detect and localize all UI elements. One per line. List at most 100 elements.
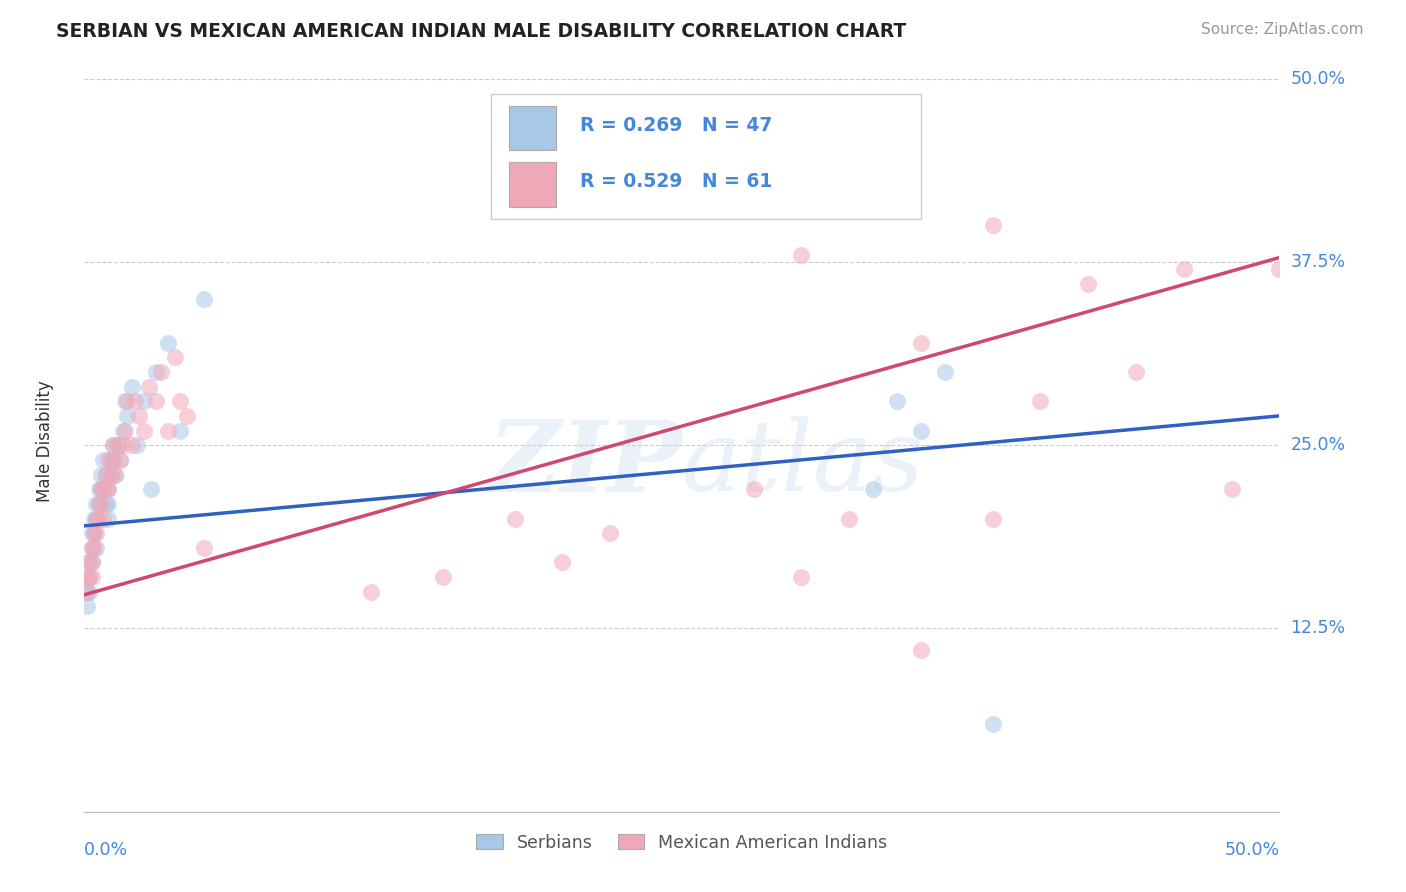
Legend: Serbians, Mexican American Indians: Serbians, Mexican American Indians [470,827,894,859]
Point [86,497,108,511]
Point [100,453,122,467]
Point [94,482,117,496]
Text: 0.0%: 0.0% [84,841,128,859]
Point [1268,262,1291,277]
Point [790,570,813,584]
Point [87,497,110,511]
Text: R = 0.529   N = 61: R = 0.529 N = 61 [581,172,772,191]
Point [1125,365,1147,379]
FancyBboxPatch shape [491,94,921,219]
Point [77,584,100,599]
Point [80,541,103,555]
Point [83,511,105,525]
Point [93,511,115,525]
Point [97,482,120,496]
Point [93,482,115,496]
Point [86,511,108,525]
Point [107,438,129,452]
Point [121,379,143,393]
Point [97,511,120,525]
Point [132,424,156,438]
Text: R = 0.269   N = 47: R = 0.269 N = 47 [581,116,773,135]
Point [551,556,574,570]
Point [76,570,98,584]
Point [599,526,621,541]
Point [110,453,132,467]
Point [77,556,100,570]
Point [80,526,103,541]
Point [94,497,117,511]
Point [981,219,1004,233]
Point [83,526,105,541]
Point [1077,277,1099,291]
Text: ZIP: ZIP [486,416,682,512]
Text: atlas: atlas [682,416,925,511]
Text: Source: ZipAtlas.com: Source: ZipAtlas.com [1201,22,1364,37]
Text: 37.5%: 37.5% [1291,253,1346,271]
Text: 25.0%: 25.0% [1291,436,1346,454]
Point [114,394,136,409]
Point [101,438,124,452]
Point [80,570,103,584]
Point [432,570,454,584]
Point [101,438,124,452]
FancyBboxPatch shape [509,106,557,150]
Point [117,394,139,409]
Point [111,438,134,452]
Point [97,453,120,467]
Point [100,467,122,482]
Point [101,453,124,467]
Point [981,716,1004,731]
Point [76,584,98,599]
Point [193,292,215,306]
Point [76,599,98,614]
Point [124,394,146,409]
Point [125,438,148,452]
Point [790,247,813,261]
Point [121,438,143,452]
Point [114,424,136,438]
FancyBboxPatch shape [509,162,557,207]
Point [141,482,163,496]
Text: 50.0%: 50.0% [1291,70,1346,87]
Text: 12.5%: 12.5% [1291,619,1346,638]
Point [1029,394,1052,409]
Point [90,467,112,482]
Point [97,482,120,496]
Point [86,526,108,541]
Point [107,438,129,452]
Point [90,482,112,496]
Point [80,556,103,570]
Point [910,424,932,438]
Point [981,511,1004,525]
Point [838,511,860,525]
Point [93,482,115,496]
Point [145,394,167,409]
Point [80,541,103,555]
Point [193,541,215,555]
Point [94,467,117,482]
Point [90,482,112,496]
Point [77,570,100,584]
Point [77,556,100,570]
Point [100,467,122,482]
Point [128,409,150,423]
Point [90,497,112,511]
Point [503,511,526,525]
Point [165,350,187,364]
Point [83,526,105,541]
Point [80,556,103,570]
Text: Male Disability: Male Disability [37,381,55,502]
Point [104,467,127,482]
Point [1173,262,1195,277]
Point [86,511,108,525]
Point [94,467,117,482]
Point [104,467,127,482]
Point [138,379,160,393]
Point [910,335,932,350]
Point [77,570,100,584]
Point [145,365,167,379]
Text: SERBIAN VS MEXICAN AMERICAN INDIAN MALE DISABILITY CORRELATION CHART: SERBIAN VS MEXICAN AMERICAN INDIAN MALE … [56,22,907,41]
Point [86,541,108,555]
Point [149,365,172,379]
